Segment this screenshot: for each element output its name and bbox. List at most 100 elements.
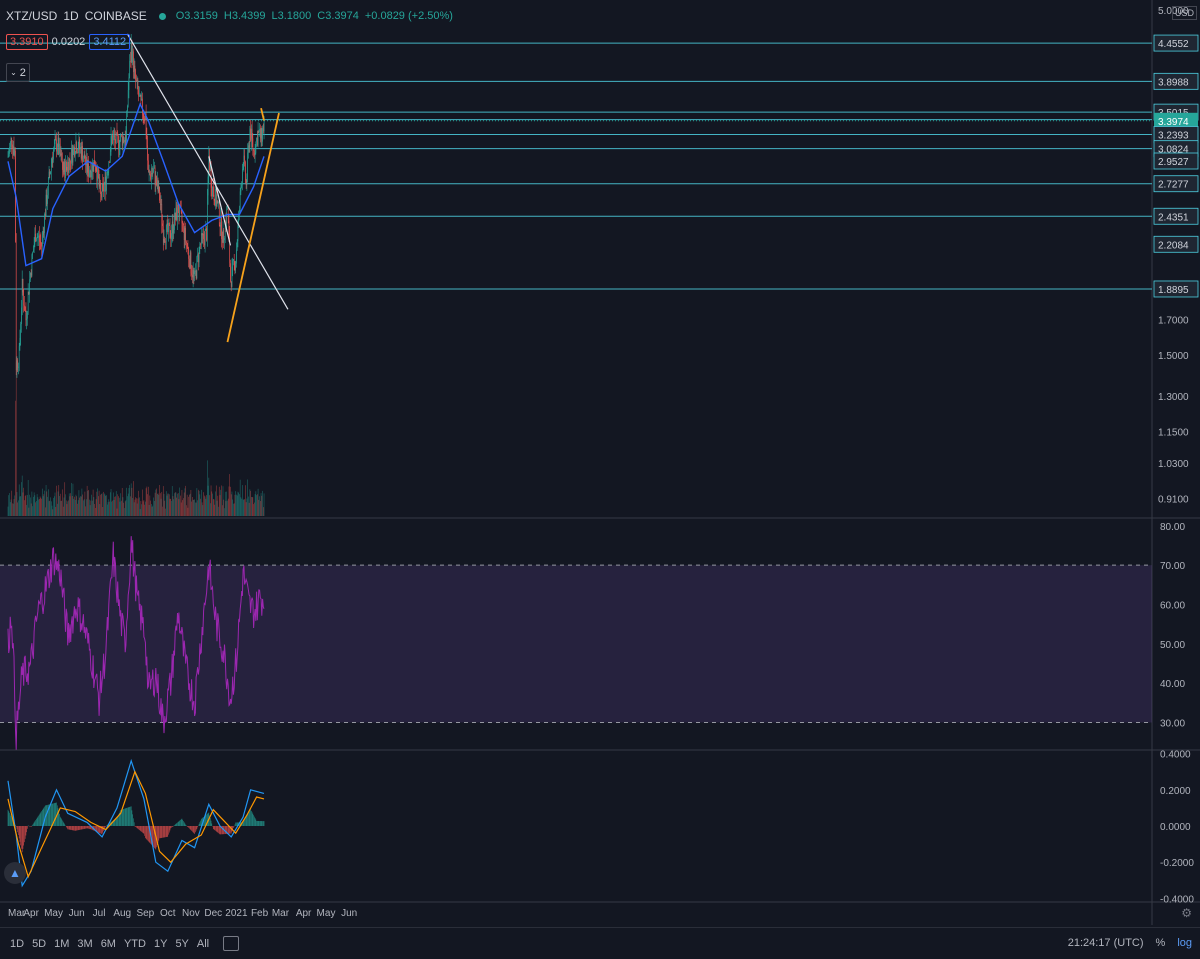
macd-histogram-bar xyxy=(130,806,131,826)
macd-histogram-bar xyxy=(68,826,70,830)
range-all[interactable]: All xyxy=(196,937,210,950)
candle-body xyxy=(77,152,78,153)
candle-body xyxy=(206,228,207,241)
macd-histogram-bar xyxy=(146,826,148,840)
macd-histogram-bar xyxy=(78,826,80,830)
range-5d[interactable]: 5D xyxy=(32,937,47,950)
candle-body xyxy=(21,278,23,308)
volume-bar xyxy=(105,496,107,516)
candle-body xyxy=(77,149,79,153)
candle-body xyxy=(154,167,156,185)
macd-histogram-bar xyxy=(10,815,12,826)
ask-price[interactable]: 3.4112 xyxy=(89,34,131,50)
macd-histogram-bar xyxy=(104,826,106,828)
tradingview-logo-icon[interactable]: ▲ xyxy=(4,862,26,884)
volume-bar xyxy=(112,500,113,516)
macd-histogram-bar xyxy=(124,808,126,826)
bid-price[interactable]: 3.3910 xyxy=(6,34,48,50)
volume-bar xyxy=(198,490,200,516)
macd-histogram-bar xyxy=(239,822,241,826)
volume-bar xyxy=(181,489,183,516)
macd-histogram-bar xyxy=(183,821,184,826)
volume-bar xyxy=(130,483,132,516)
gear-icon[interactable]: ⚙ xyxy=(1181,906,1192,920)
range-3m[interactable]: 3M xyxy=(77,937,93,950)
candle-body xyxy=(47,195,48,204)
range-5y[interactable]: 5Y xyxy=(175,937,189,950)
macd-histogram-bar xyxy=(147,826,148,841)
candle-body xyxy=(72,148,74,163)
macd-histogram-bar xyxy=(35,820,36,826)
volume-bar xyxy=(79,497,80,516)
candle-body xyxy=(64,162,66,178)
macd-histogram-bar xyxy=(82,826,83,830)
rsi-tick-label: 50.00 xyxy=(1160,640,1185,651)
volume-bar xyxy=(205,498,207,516)
candle-body xyxy=(185,228,186,242)
volume-bar xyxy=(183,492,185,516)
volume-bar xyxy=(25,494,27,516)
symbol-name[interactable]: XTZ/USD xyxy=(6,9,58,23)
calendar-icon[interactable] xyxy=(223,936,240,951)
volume-bar xyxy=(154,492,156,516)
macd-histogram-bar xyxy=(187,826,189,827)
clock-time[interactable]: 21:24:17 (UTC) xyxy=(1067,937,1144,949)
volume-bar xyxy=(101,493,103,516)
trendline-orange xyxy=(226,112,280,343)
rsi-tick-label: 40.00 xyxy=(1160,679,1185,690)
volume-bar xyxy=(140,500,142,516)
candle-body xyxy=(134,65,136,71)
macd-histogram-bar xyxy=(58,811,60,826)
macd-histogram-bar xyxy=(53,803,55,826)
macd-histogram-bar xyxy=(28,825,30,827)
macd-histogram-bar xyxy=(91,826,92,830)
volume-bar xyxy=(32,506,33,516)
volume-bar xyxy=(157,493,159,516)
volume-bar xyxy=(84,491,86,516)
volume-bar xyxy=(112,492,114,516)
macd-histogram-bar xyxy=(53,803,54,826)
volume-bar xyxy=(69,496,71,516)
volume-bar xyxy=(132,497,133,516)
volume-bar xyxy=(203,492,204,516)
macd-histogram-bar xyxy=(140,826,142,832)
macd-histogram-bar xyxy=(251,810,252,826)
volume-bar xyxy=(252,497,254,516)
macd-histogram-bar xyxy=(201,818,202,826)
percent-toggle[interactable]: % xyxy=(1155,937,1166,949)
volume-bar xyxy=(250,490,251,516)
volume-bar xyxy=(234,494,236,516)
range-1m[interactable]: 1M xyxy=(54,937,70,950)
volume-bar xyxy=(260,493,262,516)
volume-bar xyxy=(158,494,160,516)
interval[interactable]: 1D xyxy=(63,9,79,23)
candle-body xyxy=(9,142,11,148)
candle-body xyxy=(50,171,51,174)
candle-body xyxy=(263,118,265,132)
range-ytd[interactable]: YTD xyxy=(123,937,146,950)
candle-body xyxy=(260,128,261,139)
candle-body xyxy=(154,167,155,169)
candle-body xyxy=(164,238,166,242)
range-1d[interactable]: 1D xyxy=(10,937,25,950)
volume-bar xyxy=(27,495,28,516)
candle-body xyxy=(244,155,245,162)
candle-body xyxy=(240,186,242,192)
rsi-tick-label: 80.00 xyxy=(1160,522,1185,533)
macd-histogram-bar xyxy=(33,822,35,826)
log-toggle[interactable]: log xyxy=(1177,937,1192,949)
candle-body xyxy=(137,80,139,91)
candle-body xyxy=(201,233,202,245)
candle-body xyxy=(212,187,214,195)
candle-body xyxy=(81,146,83,159)
macd-histogram-bar xyxy=(95,826,96,832)
indicators-toggle[interactable]: ⌄ 2 xyxy=(6,63,30,82)
volume-bar xyxy=(100,494,101,516)
range-6m[interactable]: 6M xyxy=(100,937,116,950)
macd-histogram-bar xyxy=(9,814,11,826)
range-1y[interactable]: 1Y xyxy=(153,937,168,950)
candle-body xyxy=(232,261,233,267)
volume-bar xyxy=(136,498,137,516)
macd-histogram-bar xyxy=(145,826,147,839)
